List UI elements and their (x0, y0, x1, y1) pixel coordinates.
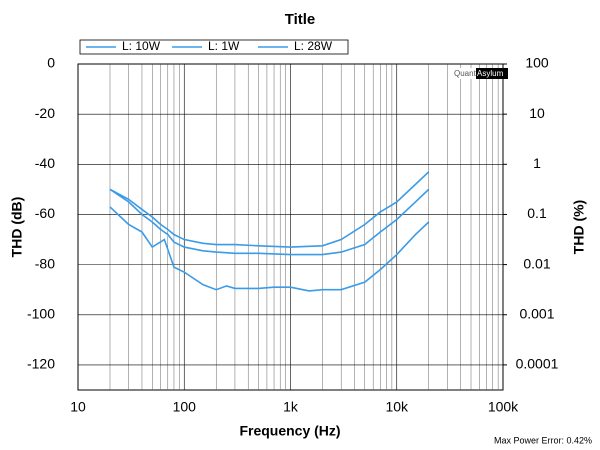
y-tick-label: -100 (27, 305, 55, 321)
x-axis-title: Frequency (Hz) (239, 423, 340, 439)
y-tick-label: -40 (35, 155, 55, 171)
logo-left-box (452, 68, 476, 79)
x-tick-label: 1k (283, 399, 299, 415)
logo-right: Asylum (477, 69, 504, 78)
y-tick-label: -120 (27, 356, 55, 372)
legend-label: L: 10W (122, 39, 161, 53)
y2-tick-label: 10 (529, 105, 545, 121)
x-tick-label: 10k (385, 399, 409, 415)
logo-left: Quant (454, 69, 477, 78)
y-tick-label: -80 (35, 255, 55, 271)
y2-axis-title: THD (%) (571, 200, 587, 254)
x-tick-label: 100 (173, 399, 197, 415)
y-axis-title: THD (dB) (9, 197, 25, 258)
y2-tick-label: 0.0001 (516, 356, 559, 372)
legend-label: L: 28W (294, 39, 333, 53)
legend-label: L: 1W (208, 39, 240, 53)
y2-tick-label: 0.001 (519, 305, 554, 321)
y2-tick-label: 1 (533, 155, 541, 171)
series-line (109, 188, 430, 256)
series-line (109, 171, 430, 248)
y-tick-label: -20 (35, 105, 55, 121)
legend-box (79, 39, 349, 55)
x-tick-label: 10 (70, 399, 86, 415)
y-tick-label: -60 (35, 205, 55, 221)
chart-title: Title (285, 11, 316, 28)
footer-note: Max Power Error: 0.42% (494, 435, 592, 445)
y-tick-label: 0 (47, 55, 55, 71)
series-line (109, 206, 430, 292)
y2-tick-label: 0.1 (527, 205, 547, 221)
y2-tick-label: 100 (525, 55, 549, 71)
y2-tick-label: 0.01 (523, 255, 550, 271)
logo-right-box (476, 68, 508, 79)
x-tick-label: 100k (488, 399, 519, 415)
